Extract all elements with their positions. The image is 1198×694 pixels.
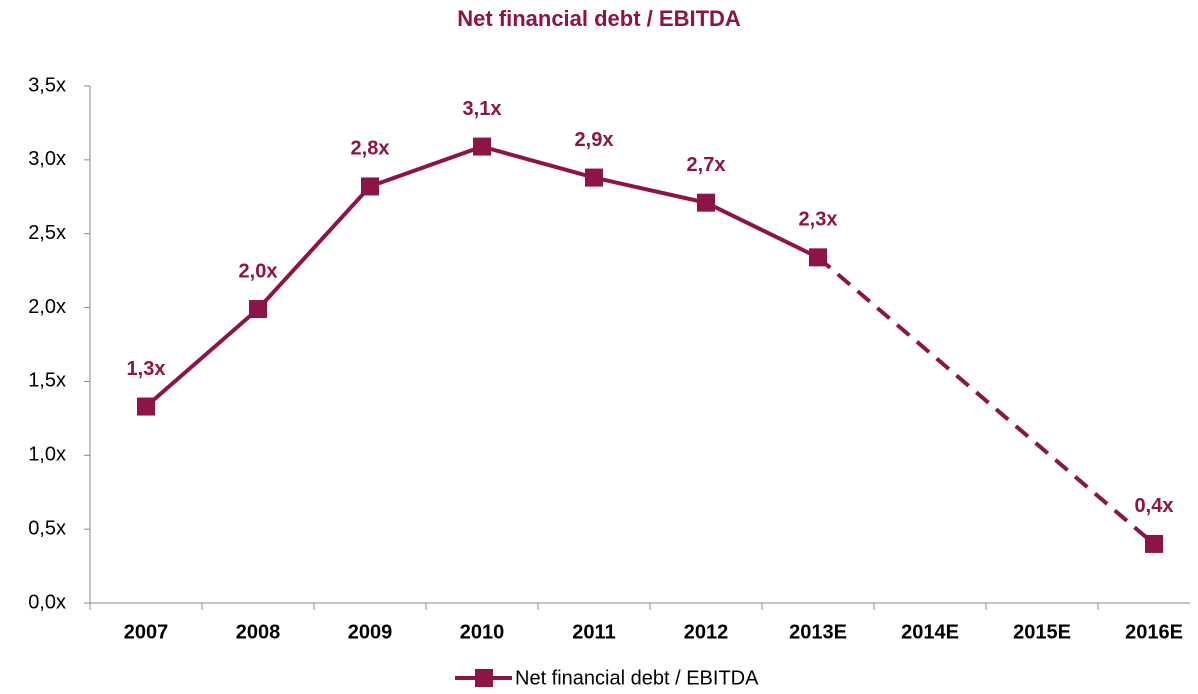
x-tick-label: 2007	[124, 621, 169, 643]
chart-title: Net financial debt / EBITDA	[457, 6, 741, 31]
x-tick-label: 2010	[460, 621, 505, 643]
x-tick-label: 2011	[572, 621, 615, 643]
x-tick-label: 2012	[684, 621, 729, 643]
marker	[249, 300, 267, 319]
x-tick-label: 2014E	[901, 621, 959, 643]
y-tick-label: 0,5x	[28, 517, 66, 539]
legend-label: Net financial debt / EBITDA	[515, 667, 759, 689]
x-tick-label: 2016E	[1125, 621, 1183, 643]
data-label: 2,3x	[799, 209, 838, 231]
marker	[585, 168, 603, 187]
data-label: 0,4x	[1135, 495, 1174, 517]
marker	[697, 193, 715, 212]
legend-marker	[475, 669, 493, 687]
x-tick-label: 2013E	[789, 621, 847, 643]
data-label: 2,0x	[239, 260, 278, 282]
y-tick-label: 1,0x	[28, 444, 66, 466]
y-tick-label: 3,0x	[28, 148, 66, 170]
marker	[137, 397, 155, 416]
x-tick-label: 2009	[348, 621, 393, 643]
data-label: 2,9x	[575, 129, 614, 151]
y-tick-label: 0,0x	[28, 591, 66, 613]
data-label: 3,1x	[463, 98, 502, 120]
estimate-line	[816, 255, 1156, 546]
y-tick-label: 2,5x	[28, 222, 66, 244]
marker	[1145, 534, 1163, 553]
y-tick-label: 1,5x	[28, 370, 66, 392]
y-tick-label: 3,5x	[28, 74, 66, 96]
data-label: 1,3x	[127, 358, 166, 380]
marker	[809, 248, 827, 267]
y-tick-label: 2,0x	[28, 296, 66, 318]
x-tick-label: 2008	[236, 621, 281, 643]
data-label: 2,8x	[351, 138, 390, 160]
x-tick-label: 2015E	[1013, 621, 1071, 643]
data-label: 2,7x	[687, 154, 726, 176]
marker	[361, 177, 379, 196]
marker	[473, 137, 491, 156]
